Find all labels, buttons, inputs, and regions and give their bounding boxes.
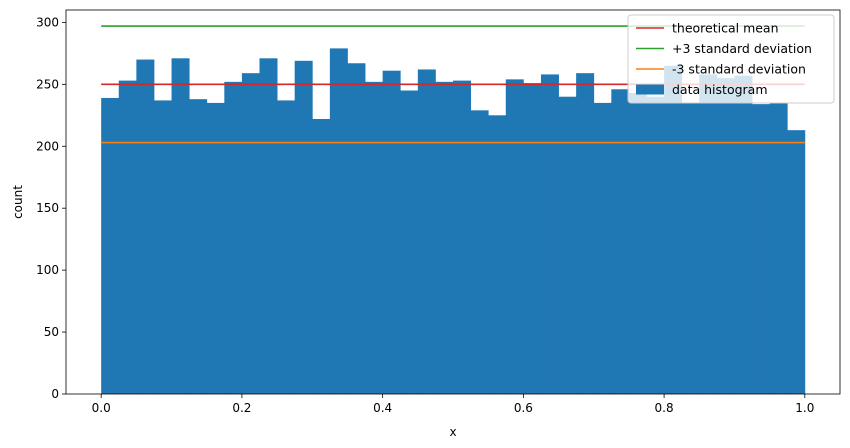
- histogram-bar: [681, 102, 700, 394]
- x-tick-label: 0.6: [514, 401, 533, 415]
- histogram-bar: [365, 81, 384, 395]
- histogram-bar: [435, 81, 454, 395]
- histogram-bar: [259, 58, 278, 394]
- histogram-bar: [540, 74, 559, 394]
- histogram-bar: [382, 70, 401, 394]
- histogram-bar: [277, 100, 296, 394]
- x-tick-label: 0.8: [655, 401, 674, 415]
- histogram-bar: [611, 89, 630, 395]
- histogram-bar: [769, 102, 788, 394]
- x-tick-label: 1.0: [795, 401, 814, 415]
- histogram-bar: [646, 96, 665, 394]
- histogram-bars: [101, 48, 806, 395]
- x-tick-label: 0.2: [232, 401, 251, 415]
- histogram-bar: [628, 92, 647, 395]
- histogram-bar: [224, 81, 243, 395]
- histogram-bar: [699, 74, 718, 394]
- y-tick-label: 0: [51, 387, 59, 401]
- y-axis-ticks: 0 50 100 150 200 250 300: [36, 15, 66, 401]
- legend-entry-label: -3 standard deviation: [672, 62, 806, 77]
- y-axis-label: count: [11, 185, 25, 219]
- histogram-bar: [505, 79, 524, 395]
- histogram-bar: [787, 130, 806, 394]
- x-axis-ticks: 0.0 0.2 0.4 0.6 0.8 1.0: [92, 394, 814, 415]
- histogram-bar: [752, 104, 771, 394]
- histogram-bar: [400, 90, 419, 395]
- y-tick-label: 50: [44, 325, 59, 339]
- histogram-bar: [241, 73, 260, 394]
- legend-entry-label: +3 standard deviation: [672, 41, 812, 56]
- legend-entry-label: data histogram: [672, 82, 768, 97]
- x-axis-label: x: [449, 425, 456, 439]
- histogram-bar: [347, 63, 366, 394]
- histogram-bar: [171, 58, 190, 394]
- histogram-bar: [716, 78, 735, 395]
- histogram-bar: [101, 97, 120, 394]
- histogram-bar: [664, 65, 683, 394]
- legend: theoretical mean +3 standard deviation -3 …: [627, 14, 835, 104]
- y-tick-label: 300: [36, 15, 59, 29]
- histogram-bar: [488, 115, 507, 395]
- y-tick-label: 100: [36, 263, 59, 277]
- y-tick-label: 200: [36, 139, 59, 153]
- y-tick-label: 150: [36, 201, 59, 215]
- histogram-bar: [453, 80, 471, 395]
- histogram-bar: [136, 59, 155, 394]
- x-tick-label: 0.4: [373, 401, 392, 415]
- y-tick-label: 250: [36, 77, 59, 91]
- histogram-bar: [417, 69, 436, 394]
- legend-patch-swatch: [636, 84, 664, 95]
- histogram-bar: [734, 75, 753, 394]
- histogram-bar: [576, 73, 595, 394]
- histogram-bar: [312, 119, 331, 394]
- histogram-bar: [153, 100, 172, 394]
- histogram-bar: [558, 96, 577, 394]
- histogram-bar: [523, 83, 542, 395]
- histogram-bar: [118, 80, 137, 395]
- histogram-bar: [329, 48, 348, 395]
- plot-frame: [65, 9, 841, 395]
- legend-box: [627, 14, 835, 104]
- histogram-bar: [470, 110, 489, 395]
- histogram-bar: [189, 99, 208, 394]
- legend-entry-label: theoretical mean: [672, 21, 779, 36]
- histogram-bar: [593, 102, 612, 394]
- x-tick-label: 0.0: [92, 401, 111, 415]
- histogram-bar: [294, 60, 313, 394]
- histogram-bar: [206, 102, 225, 394]
